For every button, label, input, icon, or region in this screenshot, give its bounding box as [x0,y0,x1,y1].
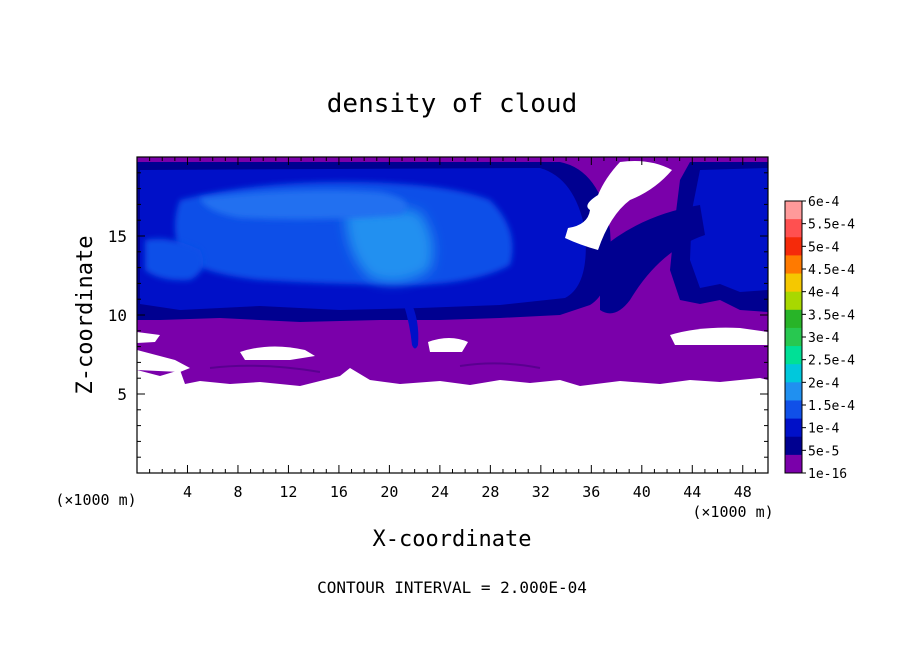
x-tick-label: 44 [683,483,701,501]
field-core [345,205,434,283]
colorbar-label: 5e-5 [808,444,839,459]
x-axis-label: X-coordinate [373,527,532,552]
x-tick-label: 8 [233,483,242,501]
colorbar-swatch [785,382,802,401]
y-axis-label: Z-coordinate [73,236,98,395]
colorbar-label: 3e-4 [808,331,839,346]
y-tick-label: 15 [108,227,127,246]
x-tick-label: 24 [431,483,449,501]
colorbar: 6e-4 5.5e-4 5e-4 4.5e-4 4e-4 3.5e-4 3e-4 2.5e-4… [784,195,855,482]
void-mid-left [137,332,160,343]
x-tick-label: 16 [330,483,348,501]
colorbar-swatch [785,436,802,456]
x-tick-label: 12 [279,483,297,501]
colorbar-label: 2e-4 [808,376,839,391]
x-tick-label: 4 [183,483,192,501]
x-tick-label: 48 [734,483,752,501]
y-ticks: 5 10 15 [108,172,768,458]
y-tick-label: 10 [108,306,127,325]
x-tick-label: 20 [380,483,398,501]
field-core-top [200,190,407,220]
colorbar-swatch [785,346,802,365]
field-diagonal [600,205,705,314]
x-unit-label: (×1000 m) [692,503,773,521]
void-mid-1 [240,346,315,360]
x-tick-label: 28 [481,483,499,501]
colorbar-swatch [785,219,802,238]
colorbar-label: 1e-4 [808,422,839,437]
x-ticks: 4 8 12 16 20 24 28 32 36 40 44 48 [149,157,756,501]
colorbar-label: 5.5e-4 [808,218,855,233]
x-tick-label: 40 [633,483,651,501]
colorbar-swatch [785,364,802,383]
colorbar-swatch [785,237,802,256]
field-plume [404,300,419,349]
field-blue-high-2 [145,238,204,281]
void-mid-2 [428,338,468,352]
chart-title: density of cloud [327,89,577,119]
colorbar-label: 1e-16 [808,467,847,482]
colorbar-swatch [785,400,802,420]
colorbar-label: 1.5e-4 [808,399,855,414]
empty-region [137,387,768,473]
colorbar-label: 2.5e-4 [808,354,855,369]
y-unit-label: (×1000 m) [55,491,136,509]
x-tick-label: 36 [582,483,600,501]
colorbar-label: 5e-4 [808,240,839,255]
colorbar-swatch [785,309,802,329]
contour-interval: CONTOUR INTERVAL = 2.000E-04 [317,578,587,597]
colorbar-label: 3.5e-4 [808,308,855,323]
x-tick-label: 32 [532,483,550,501]
void-mid-right [670,327,768,345]
colorbar-swatch [785,291,802,311]
colorbar-label: 4e-4 [808,286,839,301]
field-blue-mid-right [690,168,768,292]
contour-low [209,364,321,373]
colorbar-swatch [785,201,802,220]
colorbar-swatch [785,327,802,347]
void-top-right [565,161,672,250]
colorbar-swatch [785,273,802,293]
void-left-edge [137,350,190,372]
contour-low-2 [459,362,541,369]
colorbar-swatch [785,255,802,275]
colorbar-swatch [785,418,802,438]
colorbar-label: 4.5e-4 [808,263,855,278]
colorbar-label: 6e-4 [808,195,839,210]
y-tick-label: 5 [117,385,127,404]
colorbar-swatch [785,454,802,474]
